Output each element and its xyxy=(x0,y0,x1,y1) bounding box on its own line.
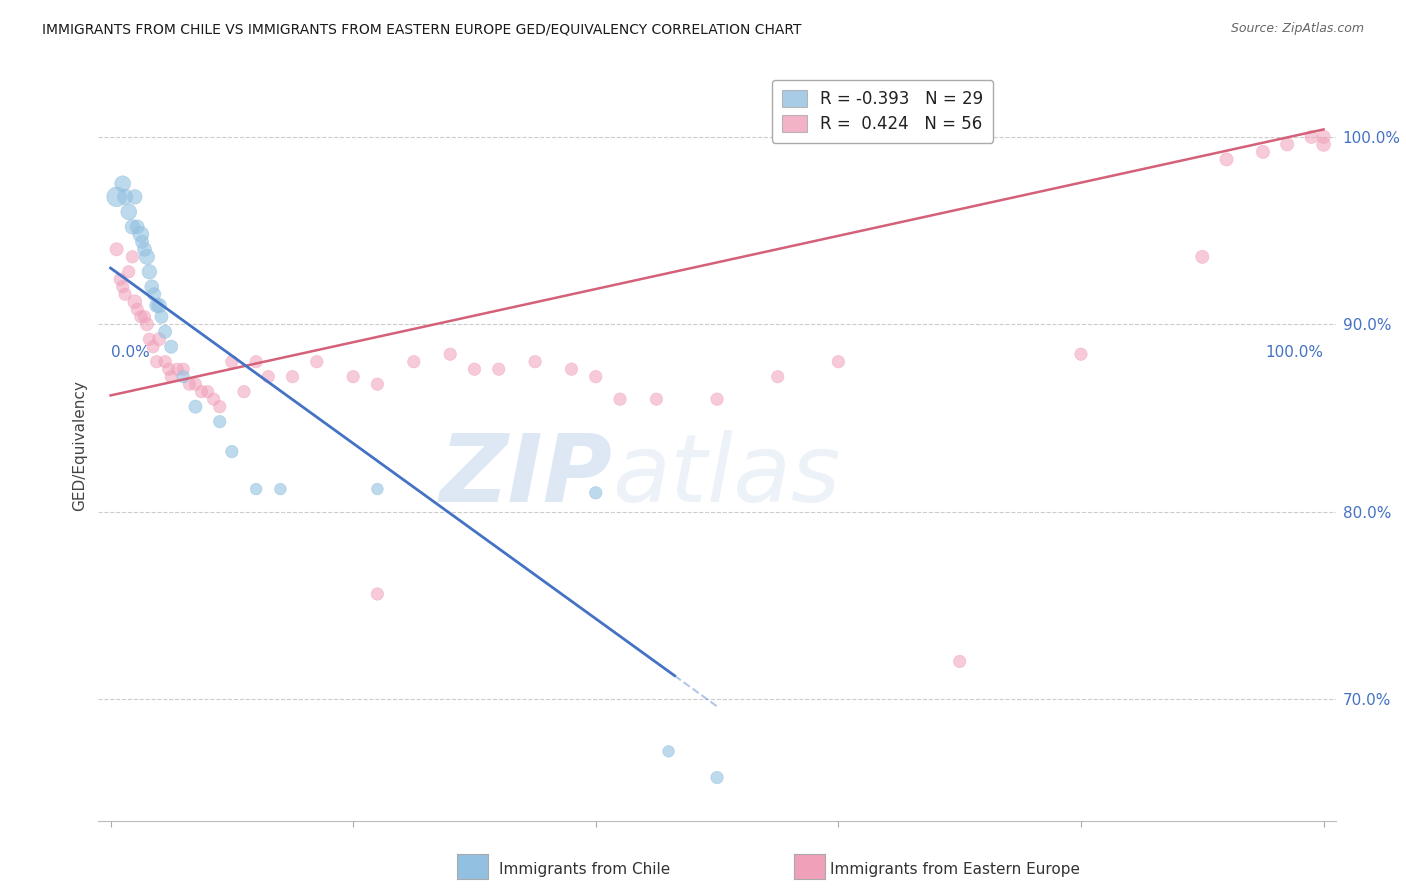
Point xyxy=(585,485,607,500)
Point xyxy=(221,444,243,458)
Point xyxy=(127,219,149,234)
Point xyxy=(609,392,631,407)
Point xyxy=(127,302,149,317)
Point xyxy=(136,317,159,331)
Point xyxy=(245,355,267,369)
Point xyxy=(148,298,170,313)
Point xyxy=(1275,137,1298,152)
Text: 0.0%: 0.0% xyxy=(111,345,149,359)
Point xyxy=(124,294,146,309)
Point xyxy=(305,355,328,369)
Y-axis label: GED/Equivalency: GED/Equivalency xyxy=(72,381,87,511)
Point xyxy=(949,655,972,669)
Point xyxy=(1312,130,1334,145)
Point xyxy=(190,384,212,399)
Point xyxy=(1301,130,1323,145)
Point xyxy=(145,298,167,313)
Text: atlas: atlas xyxy=(612,431,841,522)
Point xyxy=(118,205,141,219)
Text: Immigrants from Eastern Europe: Immigrants from Eastern Europe xyxy=(830,863,1080,877)
Point xyxy=(134,243,156,257)
Point xyxy=(138,332,160,346)
Point xyxy=(138,265,160,279)
Text: Source: ZipAtlas.com: Source: ZipAtlas.com xyxy=(1230,22,1364,36)
Point xyxy=(208,400,231,414)
Point xyxy=(142,340,165,354)
Point xyxy=(197,384,219,399)
Point xyxy=(1191,250,1213,264)
Text: ZIP: ZIP xyxy=(439,430,612,522)
Point xyxy=(131,235,153,249)
Point xyxy=(827,355,849,369)
Point xyxy=(145,355,167,369)
Point xyxy=(111,177,134,191)
Point xyxy=(124,190,146,204)
Point xyxy=(114,287,136,301)
Point xyxy=(105,243,128,257)
Point xyxy=(160,340,183,354)
Point xyxy=(1251,145,1274,159)
Point xyxy=(233,384,256,399)
Point xyxy=(121,250,143,264)
Point xyxy=(141,280,163,294)
Point xyxy=(585,369,607,384)
Point xyxy=(402,355,425,369)
Point xyxy=(281,369,304,384)
Point xyxy=(1070,347,1092,361)
Point xyxy=(524,355,547,369)
Point xyxy=(184,400,207,414)
Point xyxy=(706,771,728,785)
Point xyxy=(488,362,510,376)
Point xyxy=(172,362,194,376)
Point xyxy=(105,190,128,204)
Point xyxy=(645,392,668,407)
Point xyxy=(1215,153,1237,167)
Point xyxy=(269,482,291,496)
Text: Immigrants from Chile: Immigrants from Chile xyxy=(499,863,671,877)
Point xyxy=(153,325,176,339)
Point xyxy=(166,362,188,376)
Point xyxy=(157,362,180,376)
Point xyxy=(110,272,132,286)
Point xyxy=(342,369,364,384)
Point xyxy=(257,369,280,384)
Point xyxy=(766,369,789,384)
Point xyxy=(366,587,388,601)
Point xyxy=(706,392,728,407)
Point xyxy=(160,369,183,384)
Point xyxy=(148,332,170,346)
Point xyxy=(118,265,141,279)
Point xyxy=(134,310,156,324)
Point xyxy=(129,227,152,242)
Point xyxy=(172,369,194,384)
Point xyxy=(560,362,582,376)
Point xyxy=(202,392,225,407)
Point xyxy=(1312,137,1334,152)
Point xyxy=(136,250,159,264)
Text: 100.0%: 100.0% xyxy=(1265,345,1323,359)
Text: IMMIGRANTS FROM CHILE VS IMMIGRANTS FROM EASTERN EUROPE GED/EQUIVALENCY CORRELAT: IMMIGRANTS FROM CHILE VS IMMIGRANTS FROM… xyxy=(42,22,801,37)
Point xyxy=(366,377,388,392)
Point xyxy=(221,355,243,369)
Point xyxy=(121,219,143,234)
Point xyxy=(143,287,166,301)
Point xyxy=(179,377,201,392)
Point xyxy=(114,190,136,204)
Point xyxy=(129,310,152,324)
Point xyxy=(208,415,231,429)
Point xyxy=(657,744,679,758)
Point xyxy=(153,355,176,369)
Point xyxy=(184,377,207,392)
Point xyxy=(111,280,134,294)
Point xyxy=(245,482,267,496)
Point xyxy=(439,347,461,361)
Legend: R = -0.393   N = 29, R =  0.424   N = 56: R = -0.393 N = 29, R = 0.424 N = 56 xyxy=(772,79,993,143)
Point xyxy=(150,310,173,324)
Point xyxy=(463,362,485,376)
Point xyxy=(366,482,388,496)
